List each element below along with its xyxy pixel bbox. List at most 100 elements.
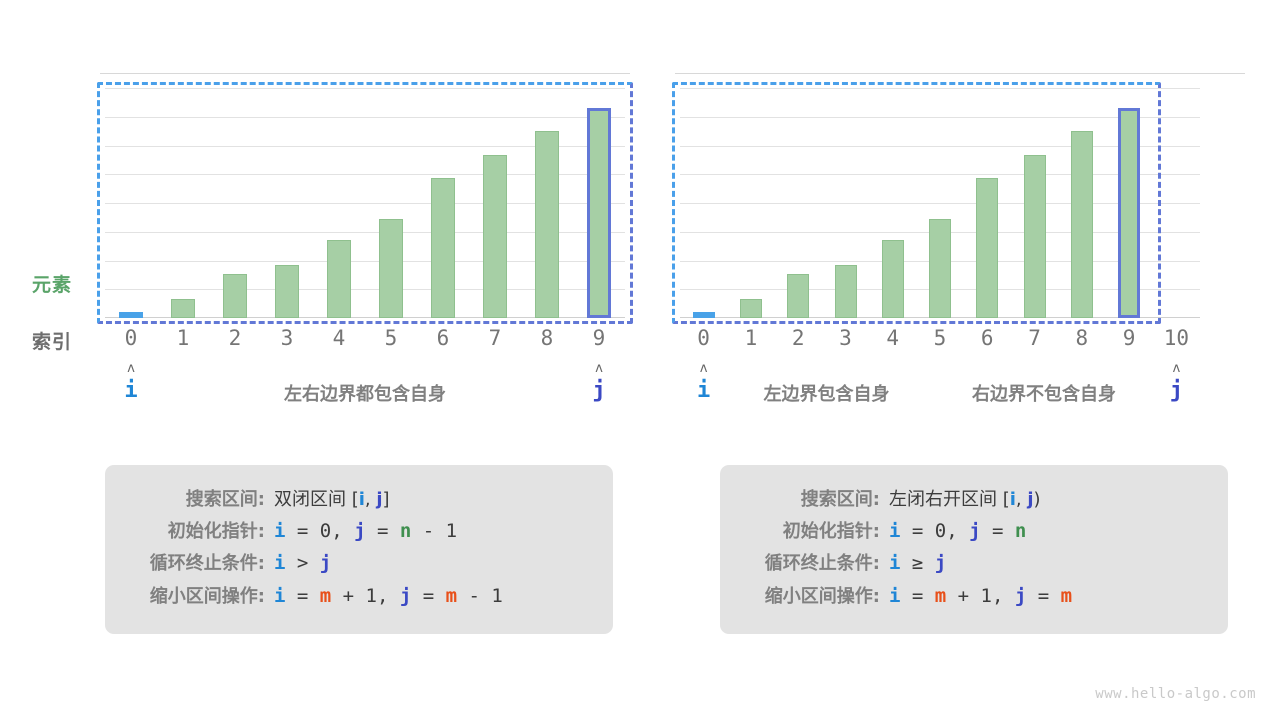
bar-index-6: [976, 178, 998, 318]
bar-index-4: [327, 240, 351, 318]
x-tick-4: 4: [886, 326, 900, 350]
x-tick-3: 3: [839, 326, 852, 350]
bar-index-0: [693, 312, 715, 318]
x-tick-0: 0: [124, 326, 138, 350]
token-i: i: [1009, 489, 1016, 510]
token-j: j: [354, 519, 366, 542]
token-text: ]: [382, 489, 390, 510]
token-m: m: [1060, 584, 1073, 607]
token-text: 双闭区间 [: [274, 489, 359, 510]
search-interval-dashed-box-right: [672, 82, 1161, 324]
bar-index-7: [1024, 155, 1046, 318]
bar-index-0: [119, 312, 143, 318]
token-i: i: [889, 584, 901, 607]
x-tick-1: 1: [176, 326, 190, 350]
info-row-value: i ≥ j: [889, 549, 946, 578]
bar-index-2: [787, 274, 809, 318]
bar-index-3: [835, 265, 857, 318]
token-m: m: [445, 584, 458, 607]
info-row-label: 搜索区间:: [185, 489, 265, 510]
x-tick-0: 0: [697, 326, 710, 350]
x-tick-2: 2: [228, 326, 242, 350]
token-i: i: [274, 552, 286, 575]
chart-plot-area-right: [680, 88, 1200, 318]
bar-index-9: [587, 108, 611, 318]
token-j: j: [934, 552, 947, 575]
annotation-0: 左边界包含自身: [763, 384, 890, 405]
pointer-caret-j: ʌ: [1172, 361, 1181, 376]
x-tick-9: 9: [592, 326, 606, 350]
token-text: - 1: [457, 584, 503, 607]
info-row-value: i = 0, j = n - 1: [274, 517, 457, 546]
token-text: ): [1033, 489, 1041, 510]
annotation-0: 左右边界都包含自身: [284, 384, 446, 405]
gridline: [680, 203, 1200, 204]
info-row-label: 初始化指针:: [167, 520, 265, 542]
token-text: 左闭右开区间 [: [889, 489, 1010, 510]
token-j: j: [399, 584, 412, 607]
x-tick-2: 2: [791, 326, 805, 350]
bar-index-6: [431, 178, 455, 318]
pointer-caret-i: ʌ: [127, 361, 135, 376]
pointer-label-j: j: [1169, 378, 1183, 403]
pointer-caret-j: ʌ: [595, 361, 603, 376]
token-text: + 1,: [946, 584, 1015, 607]
token-text: + 1,: [331, 584, 400, 607]
token-text: ,: [364, 489, 377, 510]
gridline: [105, 261, 625, 262]
token-n: n: [1014, 519, 1027, 542]
token-i: i: [889, 552, 901, 575]
info-row-label: 初始化指针:: [782, 520, 880, 542]
token-n: n: [399, 519, 412, 542]
token-text: ≥: [900, 552, 935, 575]
bar-index-4: [882, 240, 904, 318]
info-row-value: i = m + 1, j = m - 1: [274, 582, 503, 611]
gridline: [680, 117, 1200, 118]
x-tick-5: 5: [384, 326, 398, 350]
info-row-label: 缩小区间操作:: [149, 585, 265, 607]
token-text: =: [365, 519, 400, 542]
info-row: 缩小区间操作: i = m + 1, j = m - 1: [125, 582, 587, 611]
bar-index-1: [740, 299, 762, 318]
axis-label-elements-left: 元素: [32, 274, 73, 296]
gridline: [105, 289, 625, 290]
chart-top-rule-right: [675, 73, 1245, 74]
info-card-closed-interval: 搜索区间: 双闭区间 [i, j] 初始化指针: i = 0, j = n - 1 循环…: [105, 465, 613, 635]
token-text: ,: [1015, 489, 1028, 510]
token-text: - 1: [411, 519, 458, 542]
token-m: m: [319, 584, 332, 607]
token-text: =: [980, 519, 1015, 542]
gridline: [105, 117, 625, 118]
gridline: [105, 88, 625, 89]
info-row-value: i = m + 1, j = m: [889, 582, 1072, 611]
axis-baseline: [105, 317, 625, 318]
token-text: = 0,: [900, 519, 970, 542]
search-interval-dashed-box-left: [97, 82, 633, 324]
bar-index-3: [275, 265, 299, 318]
token-i: i: [358, 489, 365, 510]
token-i: i: [274, 519, 286, 542]
token-j: j: [969, 519, 981, 542]
pointer-label-i: i: [697, 378, 711, 403]
token-i: i: [889, 519, 901, 542]
gridline: [105, 146, 625, 147]
x-tick-10: 10: [1163, 326, 1189, 350]
info-row: 循环终止条件: i > j: [125, 549, 587, 578]
token-j: j: [376, 489, 383, 510]
info-row: 初始化指针: i = 0, j = n - 1: [125, 517, 587, 546]
x-tick-1: 1: [744, 326, 758, 350]
info-row-label: 搜索区间:: [800, 489, 880, 510]
axis-label-index-left: 索引: [32, 331, 73, 353]
token-text: =: [1026, 584, 1061, 607]
bar-index-8: [1071, 131, 1093, 318]
token-i: i: [274, 584, 286, 607]
pointer-label-j: j: [592, 378, 606, 403]
info-row-value: i = 0, j = n: [889, 517, 1026, 546]
gridline: [680, 146, 1200, 147]
pointer-label-i: i: [124, 378, 138, 403]
watermark: www.hello-algo.com: [1095, 686, 1256, 702]
bar-index-8: [535, 131, 559, 318]
gridline: [680, 174, 1200, 175]
x-tick-7: 7: [1028, 326, 1041, 350]
